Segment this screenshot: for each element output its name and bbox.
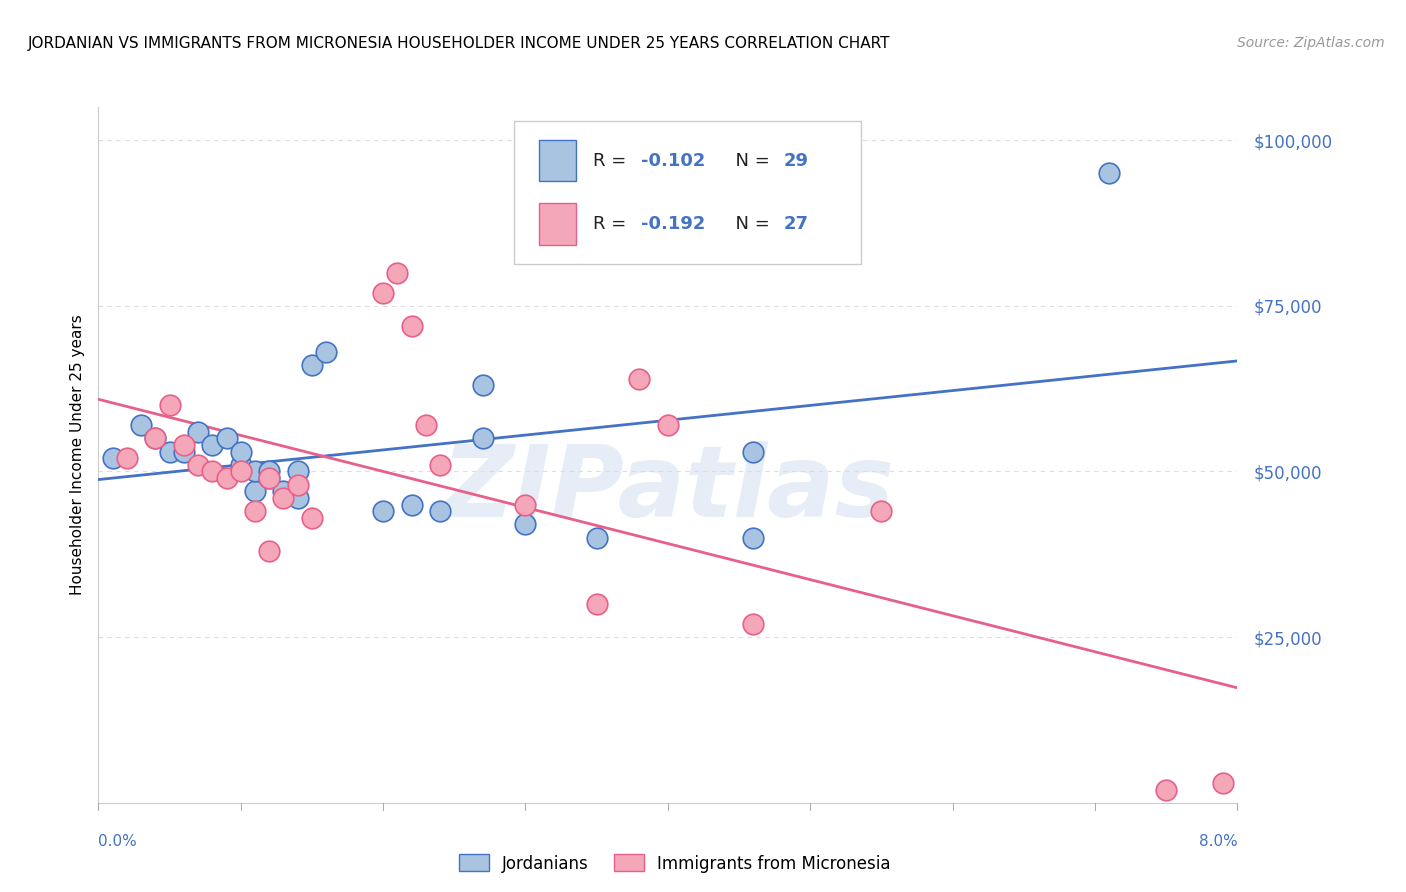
Point	[371, 504, 394, 518]
Point	[1098, 166, 1121, 180]
FancyBboxPatch shape	[538, 203, 575, 244]
Point	[371, 285, 394, 300]
Point	[129, 418, 152, 433]
Point	[187, 458, 209, 472]
Point	[145, 431, 167, 445]
Point	[585, 597, 607, 611]
Point	[243, 484, 266, 499]
Point	[471, 378, 494, 392]
Text: -0.102: -0.102	[641, 152, 704, 169]
Text: 27: 27	[785, 215, 808, 233]
Point	[187, 425, 209, 439]
Text: Source: ZipAtlas.com: Source: ZipAtlas.com	[1237, 36, 1385, 50]
Text: -0.192: -0.192	[641, 215, 704, 233]
Point	[742, 531, 765, 545]
Point	[259, 465, 281, 479]
Point	[173, 444, 195, 458]
Point	[301, 359, 323, 373]
Text: 29: 29	[785, 152, 808, 169]
Point	[1154, 782, 1177, 797]
Point	[215, 431, 238, 445]
Text: 8.0%: 8.0%	[1198, 834, 1237, 849]
Point	[243, 504, 266, 518]
Text: N =: N =	[724, 152, 775, 169]
Point	[243, 465, 266, 479]
Y-axis label: Householder Income Under 25 years: Householder Income Under 25 years	[69, 315, 84, 595]
Point	[115, 451, 138, 466]
Point	[628, 372, 651, 386]
Point	[387, 266, 409, 280]
Text: ZIPatlas: ZIPatlas	[441, 442, 894, 538]
Point	[201, 465, 224, 479]
Point	[145, 431, 167, 445]
Point	[415, 418, 437, 433]
Point	[742, 444, 765, 458]
Text: N =: N =	[724, 215, 775, 233]
Point	[229, 465, 252, 479]
Point	[201, 438, 224, 452]
Point	[515, 498, 537, 512]
Point	[585, 531, 607, 545]
Point	[429, 458, 451, 472]
Point	[229, 444, 252, 458]
Point	[159, 444, 181, 458]
Point	[515, 517, 537, 532]
Point	[471, 431, 494, 445]
Point	[287, 491, 309, 505]
Point	[259, 471, 281, 485]
Text: JORDANIAN VS IMMIGRANTS FROM MICRONESIA HOUSEHOLDER INCOME UNDER 25 YEARS CORREL: JORDANIAN VS IMMIGRANTS FROM MICRONESIA …	[28, 36, 890, 51]
Point	[173, 438, 195, 452]
Point	[287, 477, 309, 491]
Point	[229, 458, 252, 472]
Point	[273, 484, 295, 499]
Point	[273, 491, 295, 505]
Text: R =: R =	[593, 152, 631, 169]
FancyBboxPatch shape	[538, 140, 575, 181]
Point	[159, 398, 181, 412]
Point	[1212, 776, 1234, 790]
Point	[401, 318, 423, 333]
Point	[101, 451, 124, 466]
Text: 0.0%: 0.0%	[98, 834, 138, 849]
Point	[401, 498, 423, 512]
Point	[315, 345, 337, 359]
Point	[429, 504, 451, 518]
Point	[301, 511, 323, 525]
Text: R =: R =	[593, 215, 631, 233]
Point	[259, 471, 281, 485]
Point	[870, 504, 893, 518]
Point	[657, 418, 679, 433]
Legend: Jordanians, Immigrants from Micronesia: Jordanians, Immigrants from Micronesia	[453, 847, 897, 880]
Point	[742, 616, 765, 631]
Point	[287, 465, 309, 479]
Point	[215, 471, 238, 485]
Point	[259, 544, 281, 558]
FancyBboxPatch shape	[515, 121, 862, 264]
